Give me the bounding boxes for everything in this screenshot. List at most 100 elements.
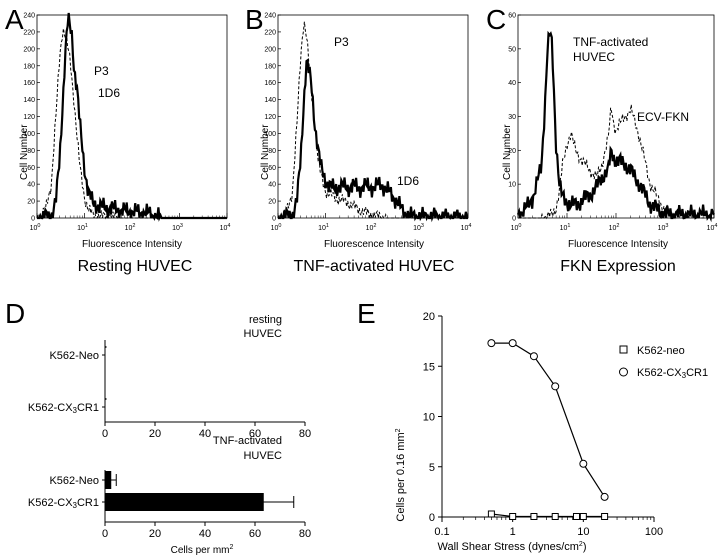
x-tick-label: 80 [299,528,311,540]
annotation-p3: P3 [334,35,349,49]
x-tick-label: 20 [149,528,161,540]
y-tick-label: 20 [268,199,276,206]
x-tick-exponent: 4 [714,223,717,229]
y-tick-label: 0 [512,216,516,223]
x-tick-label: 100 [271,223,282,232]
x-tick-mantissa: 10 [707,225,715,232]
y-ticks-c: 0 10 20 30 40 50 60 [508,13,521,223]
x-axis-label-d: Cells per mm2 [171,544,234,556]
y-tick-label: 100 [23,131,35,138]
x-tick-label: 103 [172,223,183,232]
y-tick-label: 200 [23,46,35,53]
legend-label-part: CR1 [686,367,708,379]
annotation-1d6: 1D6 [98,86,120,100]
y-tick-label: 0 [429,512,435,524]
x-axis-label-a: Fluorescence Intensity [82,239,182,250]
x-tick-exponent: 3 [421,223,424,229]
legend-e: K562-neo K562-CX3CR1 [619,345,708,380]
histograms-b [277,21,468,223]
x-tick-mantissa: 10 [220,225,228,232]
category-label-part: 3 [73,406,78,415]
y-tick-label: 100 [264,131,276,138]
x-ticks-a: 100 101 102 103 104 [30,213,231,232]
x-tick-exponent: 3 [665,223,668,229]
x-tick-label: 40 [199,528,211,540]
y-tick-label: 220 [264,29,276,36]
y-tick-label: 240 [23,13,35,20]
y-tick-label: 0 [272,216,276,223]
y-tick-label: 40 [508,80,516,87]
group-label-tnf-line1: TNF-activated [213,435,282,447]
y-tick-label: 10 [508,182,516,189]
y-axis-label-a: Cell Number [19,124,30,180]
x-tick-exponent: 3 [180,223,183,229]
x-axis-label-e: Wall Shear Stress (dynes/cm2) [438,541,587,553]
x-tick-label: 102 [125,223,136,232]
histograms-a [36,12,227,222]
x-tick-exponent: 2 [132,223,135,229]
legend-marker-circle [619,367,628,377]
histograms-c [516,30,715,223]
x-axis-label-c: Fluorescence Intensity [568,239,668,250]
point-square [572,512,580,520]
x-tick-label: 104 [220,223,231,232]
x-tick-mantissa: 10 [511,225,519,232]
x-tick-label: 20 [149,428,161,440]
category-label: K562-Neo [49,350,99,362]
histogram-tnf-activated-huvec [516,30,715,223]
x-tick-label: 104 [707,223,718,232]
x-tick-label: 102 [366,223,377,232]
y-tick-label: 140 [264,97,276,104]
panel-label-c: C [486,4,506,35]
x-tick-mantissa: 10 [318,225,326,232]
category-label: K562-CX3CR1 [28,497,99,510]
x-tick-exponent: 2 [373,223,376,229]
histogram-ecv-fkn [518,104,714,220]
x-tick-label: 101 [77,223,88,232]
y-ticks-b: 0 20 40 60 80 100 120 140 160 180 200 220 240 [264,13,281,223]
legend-label: K562-neo [637,345,685,357]
category-label-part: K562-CX [28,402,73,414]
panel-d: D resting HUVEC TNF-activated HUVEC 0 20 4… [5,298,311,556]
x-tick-mantissa: 10 [609,225,617,232]
x-tick-exponent: 1 [567,223,570,229]
y-axis-label-c: Cell Number [502,124,513,180]
point-circle [508,339,517,348]
x-tick-label: 100 [645,526,663,538]
y-tick-label: 20 [27,199,35,206]
x-tick-label: 1 [510,526,516,538]
category-label-part: 3 [73,501,78,510]
panel-label-d: D [5,298,25,329]
y-axis-label-e-sup: 2 [395,428,402,432]
x-tick-exponent: 1 [85,223,88,229]
y-tick-label: 0 [31,216,35,223]
series-line [491,342,606,498]
y-axis-label-e-text: Cells per 0.16 mm [395,432,407,521]
x-axis-label-e-sup: 2 [579,541,583,548]
category-label: K562-CX3CR1 [28,402,99,415]
category-label-part: CR1 [77,497,99,509]
x-tick-label: 104 [461,223,472,232]
y-tick-label: 220 [23,29,35,36]
y-tick-label: 40 [268,182,276,189]
point-circle [551,382,560,391]
panel-title-a: Resting HUVEC [78,258,193,275]
point-square [601,512,609,520]
y-tick-label: 15 [423,361,435,373]
point-square [509,512,517,520]
y-tick-label: 200 [264,46,276,53]
y-tick-label: 60 [27,165,35,172]
legend-label-part: K562-neo [637,345,685,357]
point-circle [600,492,609,501]
panel-label-a: A [5,4,24,35]
plot-e: 0 5 10 15 20 0.1 1 10 100 [423,311,663,538]
annotation-1d6: 1D6 [397,174,419,188]
x-tick-mantissa: 10 [560,225,568,232]
y-tick-label: 180 [264,63,276,70]
y-tick-label: 20 [423,311,435,323]
point-square [551,512,559,520]
